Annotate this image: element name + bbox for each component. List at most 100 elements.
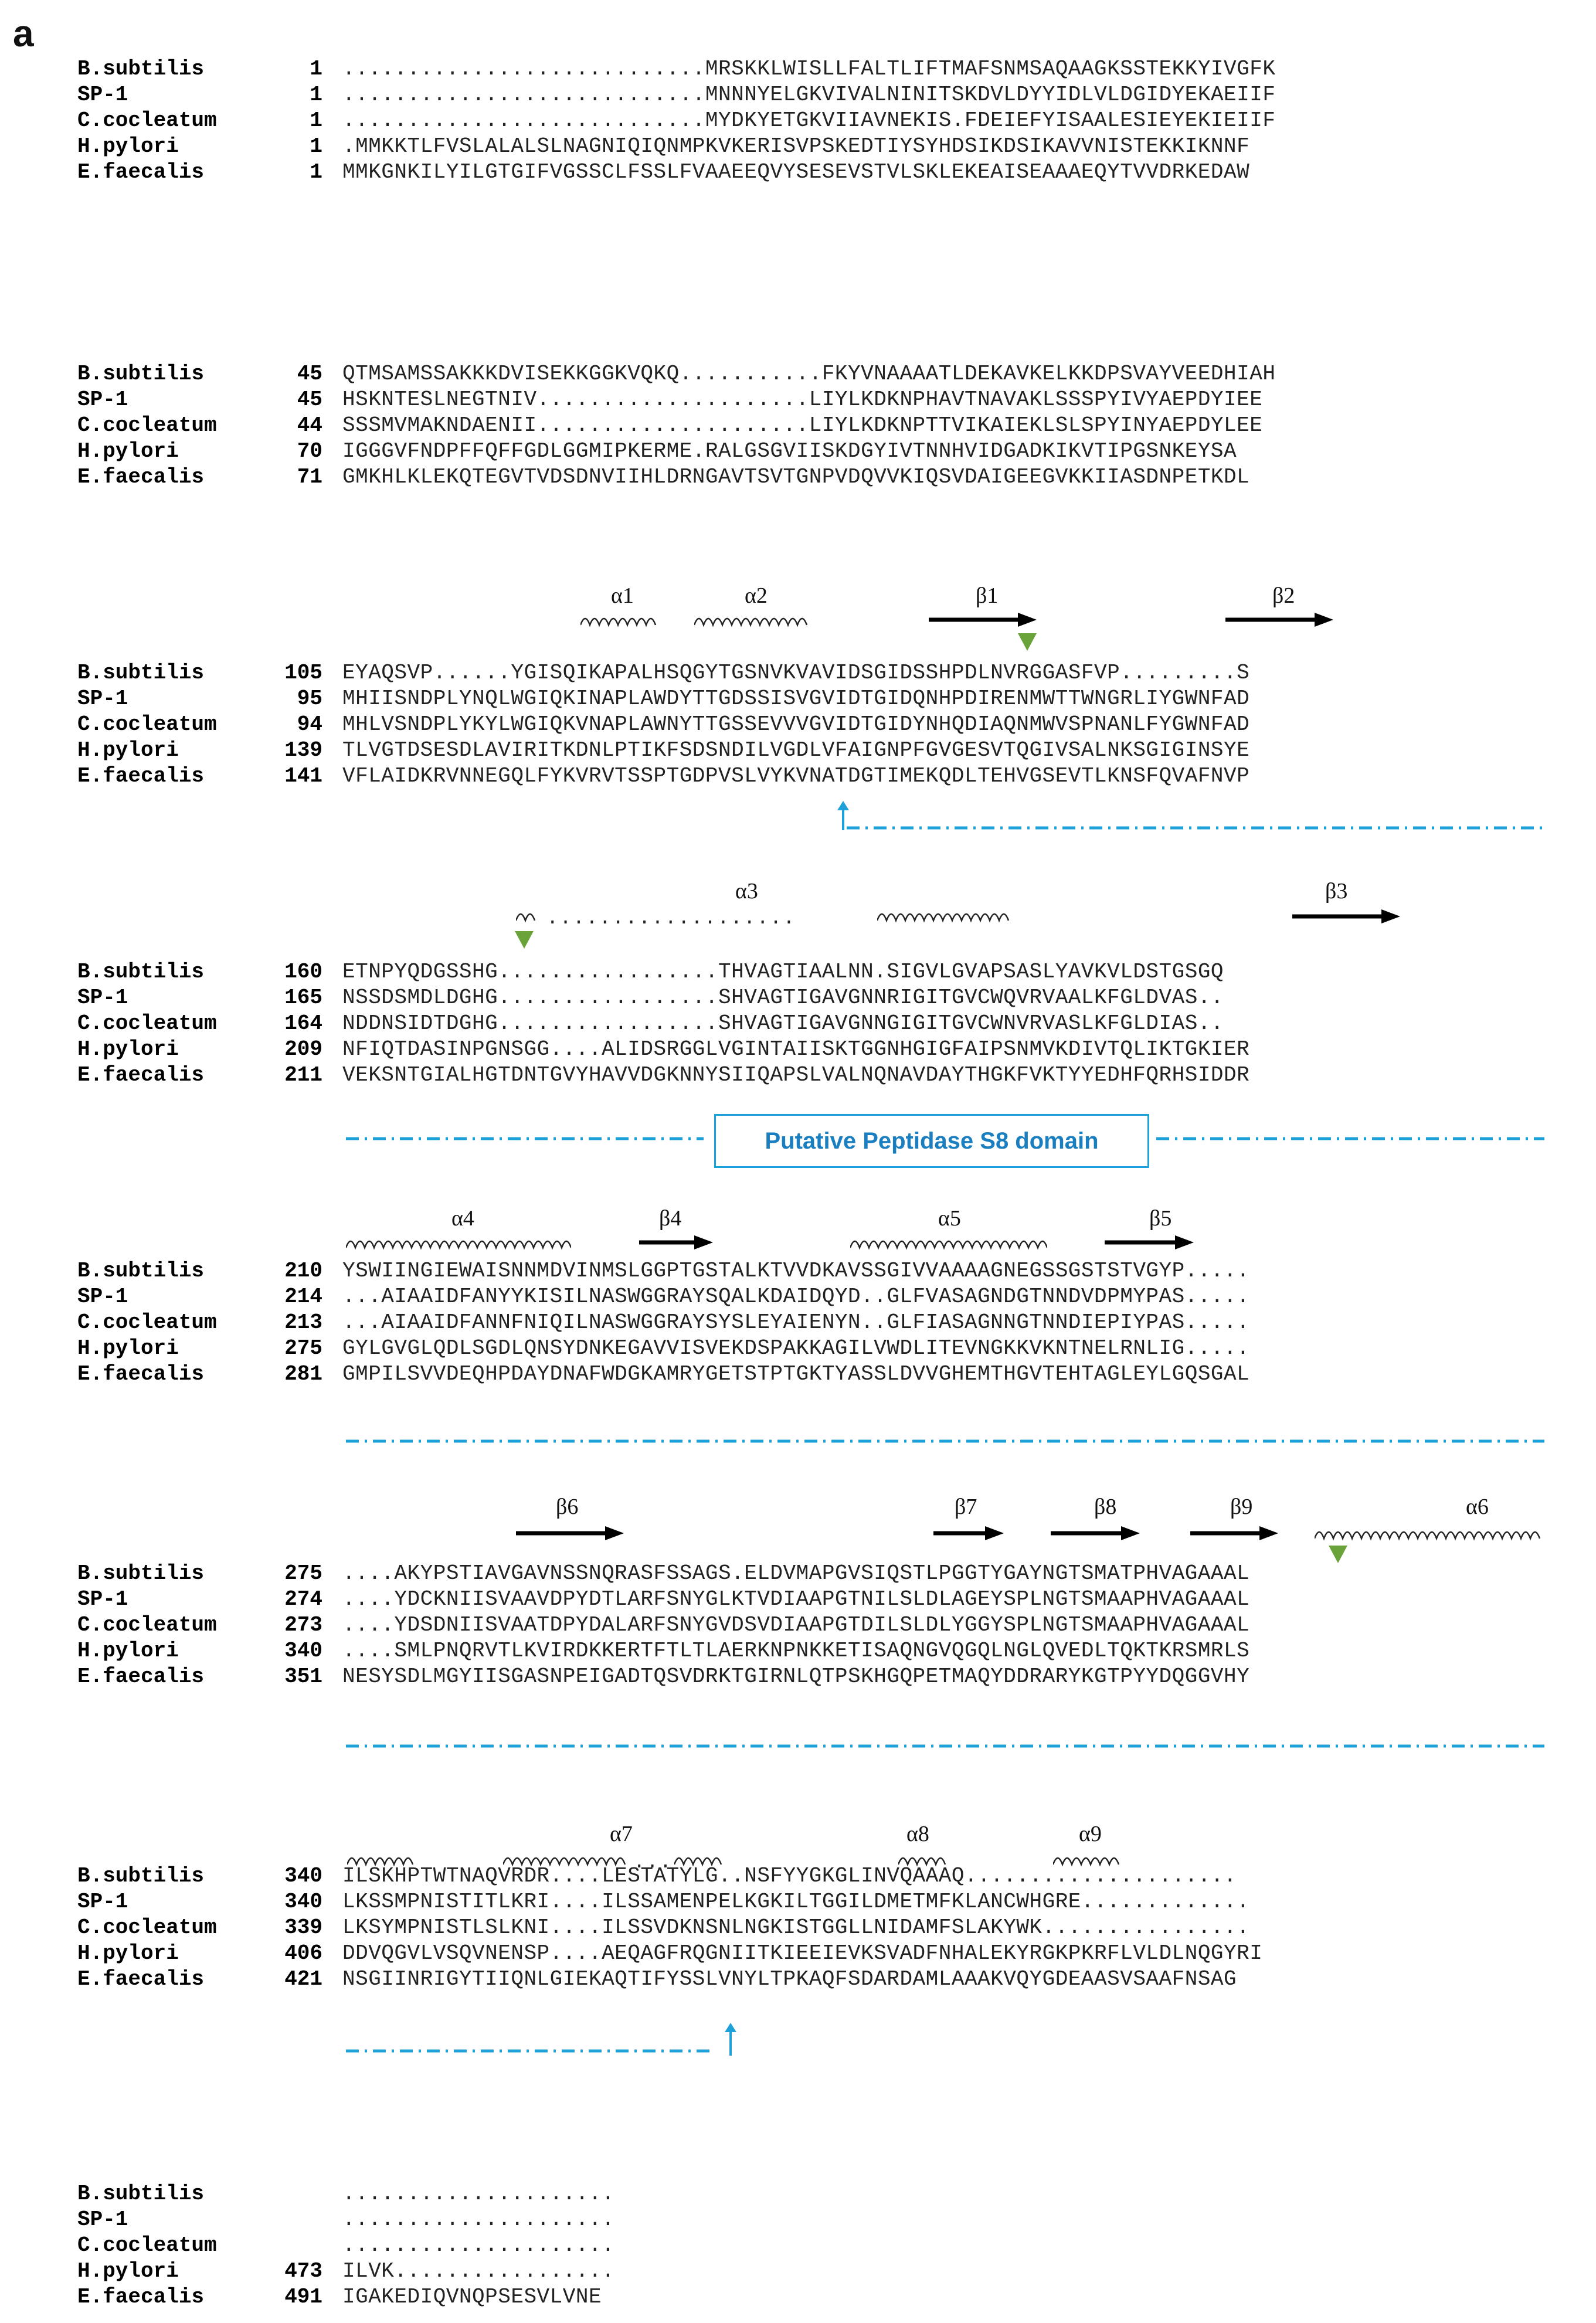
sequence: ............................MRSKKLWISLLF…: [342, 57, 1276, 81]
residue-number: 340: [284, 1890, 322, 1914]
residue-number: 160: [284, 960, 322, 984]
sequence: NSGIINRIGYTIIQNLGIEKAQTIFYSSLVNYLTPKAQFS…: [342, 1967, 1237, 1991]
residue-number: 139: [284, 738, 322, 762]
ss-alpha6-label: α6: [1466, 1495, 1489, 1519]
strand-beta5: [1105, 1235, 1194, 1249]
sequence: EYAQSVP......YGISQIKAPALHSQGYTGSNVKVAVID…: [342, 661, 1250, 685]
helix-alpha7-end: [674, 1857, 722, 1867]
active-site-marker: [1018, 633, 1037, 651]
sequence: .....................: [342, 2207, 615, 2232]
ss-beta3-label: β3: [1325, 879, 1348, 904]
ss-beta9-label: β9: [1230, 1495, 1253, 1519]
residue-number: 213: [284, 1310, 322, 1334]
species-label: E.faecalis: [77, 1362, 205, 1386]
helix-alpha3-start: [516, 913, 536, 923]
ss-alpha4-label: α4: [451, 1206, 474, 1231]
sequence: YSWIINGIEWAISNNMDVINMSLGGPTGSTALKTVVDKAV…: [342, 1259, 1250, 1283]
species-label: C.cocleatum: [77, 108, 217, 133]
species-label: H.pylori: [77, 1037, 179, 1061]
residue-number: 340: [284, 1864, 322, 1888]
sequence: ILVK.................: [342, 2259, 615, 2283]
ss-beta4-label: β4: [659, 1206, 682, 1231]
species-label: SP-1: [77, 2207, 128, 2232]
sequence: VFLAIDKRVNNEGQLFYKVRVTSSPTGDPVSLVYKVNATD…: [342, 764, 1250, 788]
residue-number: 339: [284, 1916, 322, 1940]
residue-number: 1: [310, 134, 322, 158]
species-label: E.faecalis: [77, 764, 205, 788]
species-label: SP-1: [77, 1587, 128, 1611]
species-label: E.faecalis: [77, 160, 205, 184]
species-label: H.pylori: [77, 439, 179, 463]
species-label: SP-1: [77, 388, 128, 412]
sequence: ILSKHPTWTNAQVRDR....LESTATYLG..NSFYYGKGL…: [342, 1864, 1237, 1888]
ss-beta2-label: β2: [1272, 583, 1295, 608]
residue-number: 1: [310, 83, 322, 107]
ss-beta5-label: β5: [1149, 1206, 1172, 1231]
domain-dashed-line: [346, 1137, 704, 1140]
sequence: LKSSMPNISTITLKRI....ILSSAMENPELKGKILTGGI…: [342, 1890, 1250, 1914]
ss-beta6-label: β6: [556, 1495, 579, 1519]
species-label: C.cocleatum: [77, 1613, 217, 1637]
domain-dashed-line: [346, 2049, 715, 2053]
species-label: B.subtilis: [77, 960, 205, 984]
species-label: H.pylori: [77, 1639, 179, 1663]
sequence: IGGGVFNDPFFQFFGDLGGMIPKERME.RALGSGVIISKD…: [342, 439, 1237, 463]
sequence: ....YDCKNIISVAAVDPYDTLARFSNYGLKTVDIAAPGT…: [342, 1587, 1250, 1611]
sequence: GMPILSVVDEQHPDAYDNAFWDGKAMRYGETSTPTGKTYA…: [342, 1362, 1250, 1386]
residue-number: 95: [297, 687, 322, 711]
sequence: .MMKKTLFVSLALALSLNAGNIQIQNMPKVKERISVPSKE…: [342, 134, 1250, 158]
sequence: HSKNTESLNEGTNIV.....................LIYL…: [342, 388, 1263, 412]
sequence: ETNPYQDGSSHG.................THVAGTIAALN…: [342, 960, 1224, 984]
residue-number: 164: [284, 1011, 322, 1035]
species-label: B.subtilis: [77, 1561, 205, 1585]
domain-dashed-line: [1156, 1137, 1544, 1140]
residue-number: 340: [284, 1639, 322, 1663]
residue-number: 406: [284, 1941, 322, 1965]
species-label: SP-1: [77, 83, 128, 107]
sequence: ............................MYDKYETGKVII…: [342, 108, 1276, 133]
domain-end-arrow: [725, 2023, 736, 2056]
residue-number: 273: [284, 1613, 322, 1637]
species-label: H.pylori: [77, 134, 179, 158]
sequence: NESYSDLMGYIISGASNPEIGADTQSVDRKTGIRNLQTPS…: [342, 1665, 1250, 1689]
residue-number: 491: [284, 2285, 322, 2309]
ss-alpha2-label: α2: [745, 583, 768, 608]
sequence: NFIQTDASINPGNSGG....ALIDSRGGLVGINTAIISKT…: [342, 1037, 1250, 1061]
ss-alpha5-label: α5: [938, 1206, 961, 1231]
sequence: .....................: [342, 2182, 615, 2206]
species-label: H.pylori: [77, 1336, 179, 1360]
helix-alpha8: [898, 1857, 946, 1867]
residue-number: 71: [297, 465, 322, 489]
species-label: B.subtilis: [77, 1864, 205, 1888]
species-label: H.pylori: [77, 2259, 179, 2283]
sequence: ............................MNNNYELGKVIV…: [342, 83, 1276, 107]
species-label: B.subtilis: [77, 2182, 205, 2206]
ss-alpha9-label: α9: [1079, 1822, 1102, 1846]
residue-number: 210: [284, 1259, 322, 1283]
ss-beta8-label: β8: [1094, 1495, 1117, 1519]
residue-number: 214: [284, 1285, 322, 1309]
species-label: E.faecalis: [77, 2285, 205, 2309]
residue-number: 1: [310, 108, 322, 133]
sequence: LKSYMPNISTLSLKNI....ILSSVDKNSNLNGKISTGGL…: [342, 1916, 1250, 1940]
species-label: B.subtilis: [77, 661, 205, 685]
species-label: C.cocleatum: [77, 1011, 217, 1035]
domain-dashed-line: [346, 1744, 1544, 1748]
residue-number: 165: [284, 986, 322, 1010]
ss-alpha7-label: α7: [610, 1822, 633, 1846]
species-label: SP-1: [77, 1285, 128, 1309]
species-label: E.faecalis: [77, 1665, 205, 1689]
residue-number: 94: [297, 712, 322, 736]
residue-number: 1: [310, 57, 322, 81]
residue-number: 211: [284, 1063, 322, 1087]
strand-beta8: [1051, 1526, 1140, 1540]
sequence: IGAKEDIQVNQPSESVLVNE: [342, 2285, 602, 2309]
sequence: .....................: [342, 2233, 615, 2257]
helix-alpha1: [580, 617, 657, 627]
sequence: NDDNSIDTDGHG.................SHVAGTIGAVG…: [342, 1011, 1224, 1035]
sequence: QTMSAMSSAKKKDVISEKKGGKVQKQ...........FKY…: [342, 362, 1276, 386]
species-label: B.subtilis: [77, 1259, 205, 1283]
species-label: C.cocleatum: [77, 413, 217, 437]
domain-dashed-line: [346, 1439, 1544, 1443]
